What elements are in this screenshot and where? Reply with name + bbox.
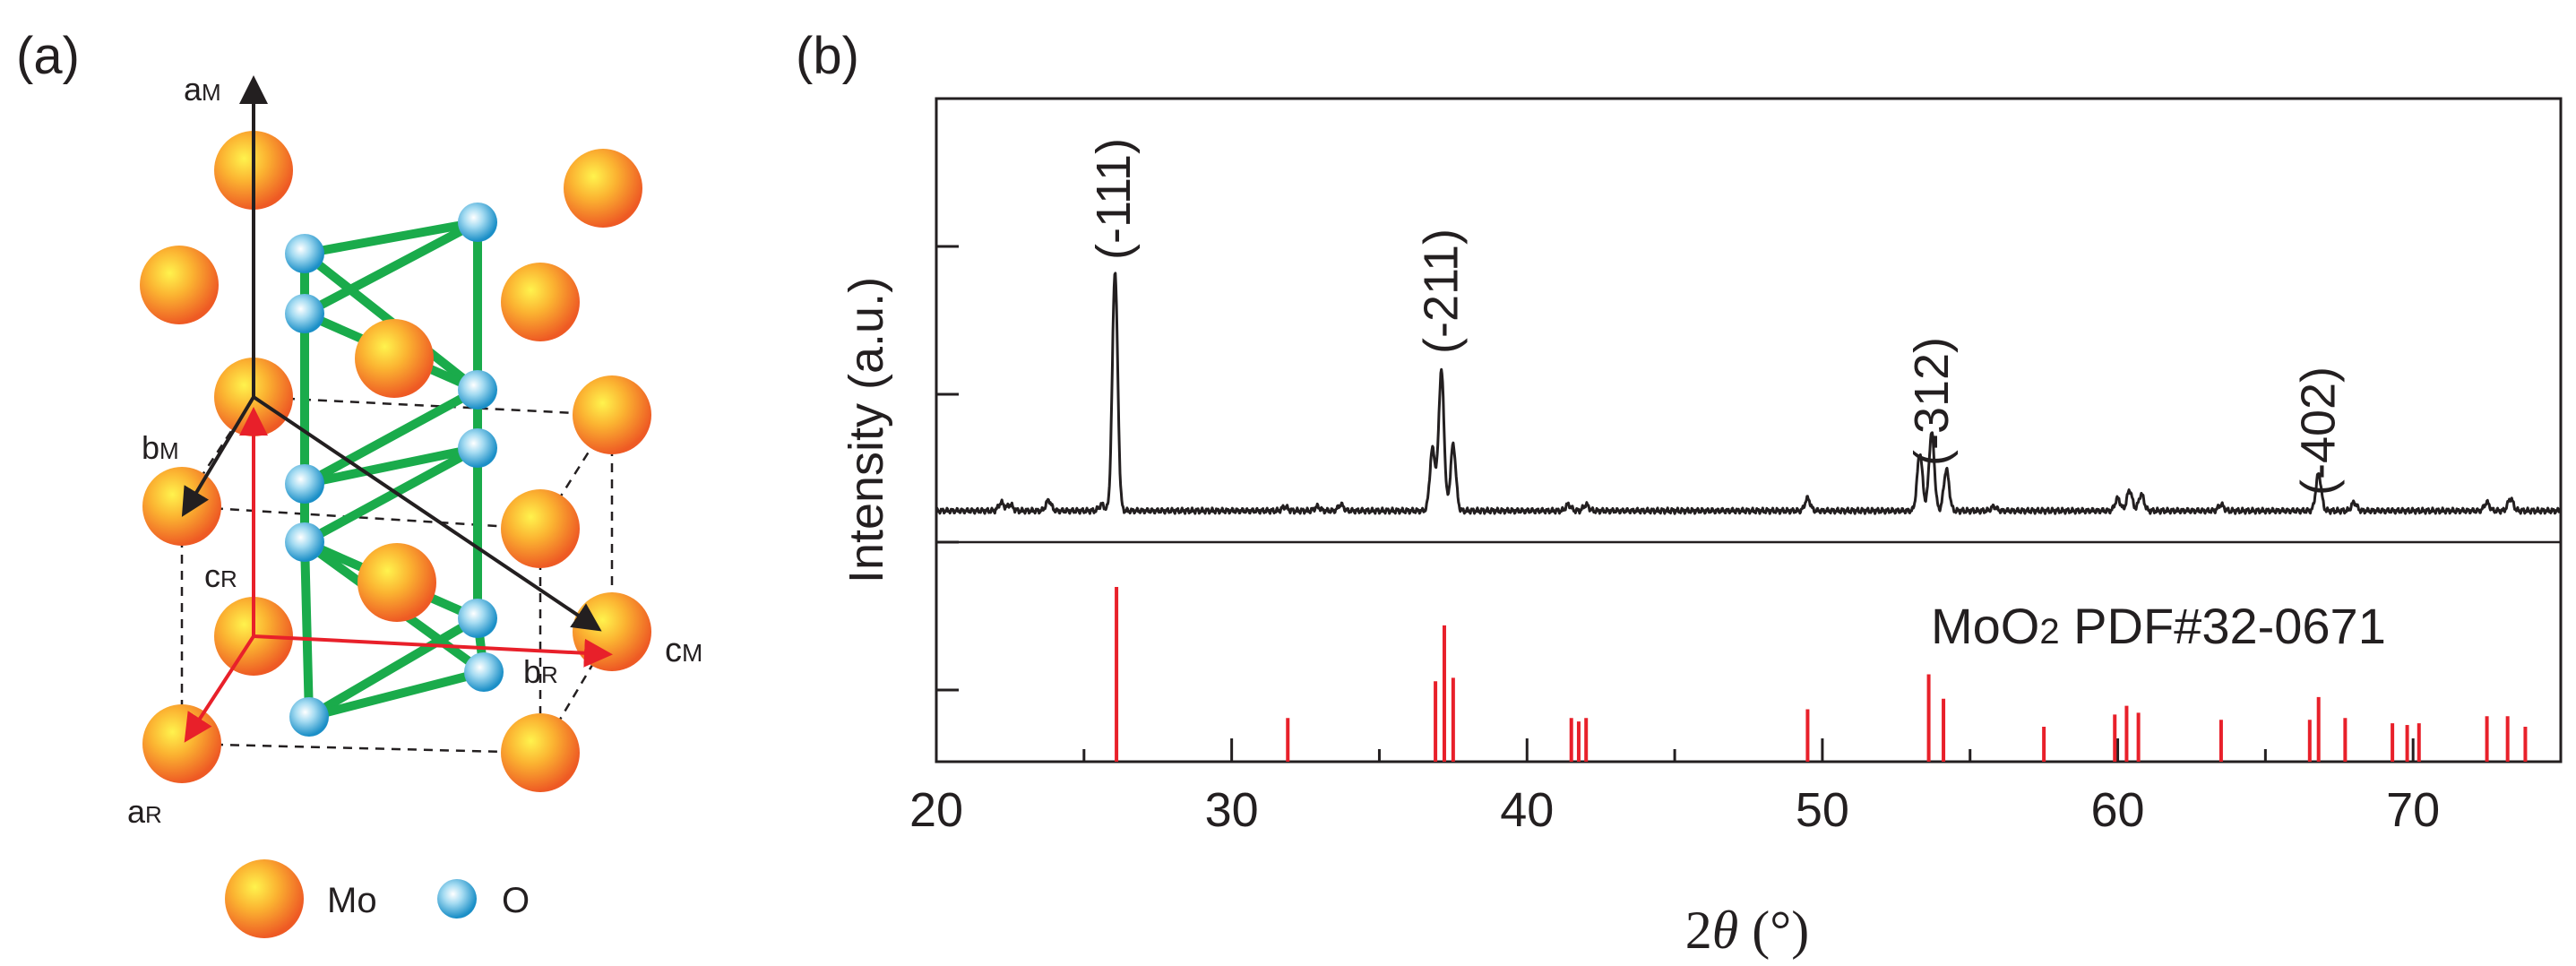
cm-axis-arrow <box>252 395 602 632</box>
o-atom <box>458 203 497 242</box>
y-axis-label: Intensity (a.u.) <box>840 277 893 583</box>
mo-atom <box>358 543 436 622</box>
mo-atom <box>501 263 580 341</box>
mo-atom <box>142 467 221 546</box>
ar-label: aR <box>127 793 162 830</box>
peak-annotation: (-402) <box>2292 367 2346 496</box>
o-atom <box>458 599 497 638</box>
reference-label: MoO2 PDF#32-0671 <box>1931 598 2386 654</box>
br-axis-arrow <box>253 634 613 668</box>
mo-atom <box>564 149 642 228</box>
o-legend-label: O <box>502 881 530 920</box>
mo-atom <box>573 375 651 454</box>
reference-sticks <box>1115 587 2528 762</box>
o-atom <box>285 294 324 333</box>
axis-labels: aM bM cR bR cM aR <box>127 71 702 830</box>
am-label: aM <box>184 71 221 108</box>
panel-a-label: (a) <box>16 27 80 85</box>
peak-annotation: (-211) <box>1415 229 1469 354</box>
panel-a: (a) <box>16 27 702 938</box>
x-tick-label: 50 <box>1796 783 1849 837</box>
mo-atom <box>355 319 434 398</box>
mo-legend-label: Mo <box>327 881 377 920</box>
x-tick-label: 40 <box>1500 783 1554 837</box>
bm-label: bM <box>142 429 179 466</box>
cr-label: cR <box>204 557 237 594</box>
panel-b: (b) 20 30 40 50 60 70 (-111) (-211) (-312) (-402… <box>796 27 2563 960</box>
rutile-axes <box>184 407 613 743</box>
mo-atom <box>142 704 221 783</box>
cm-label: cM <box>665 632 702 669</box>
plot-frame <box>935 97 2563 763</box>
x-axis-ticks <box>935 738 2415 762</box>
o-atom <box>285 522 324 562</box>
x-tick-label: 30 <box>1205 783 1259 837</box>
o-atom <box>458 428 497 468</box>
x-axis-label: 2θ (°) <box>1685 901 1809 960</box>
o-atom <box>464 652 504 692</box>
o-atoms <box>285 203 504 737</box>
peak-annotations: (-111) (-211) (-312) (-402) <box>1087 138 2346 496</box>
x-axis-tick-labels: 20 30 40 50 60 70 <box>909 783 2440 837</box>
o-atom <box>285 234 324 273</box>
o-atom <box>458 370 497 410</box>
mo-atom <box>501 713 580 792</box>
mo-atom <box>501 489 580 568</box>
o-atom <box>289 697 329 737</box>
xrd-pattern-line <box>935 272 2563 515</box>
o-atom <box>285 464 324 504</box>
peak-annotation: (-312) <box>1905 337 1959 466</box>
peak-annotation: (-111) <box>1087 138 1141 260</box>
mo-legend-marker <box>225 859 304 938</box>
br-label: bR <box>523 653 558 690</box>
atom-legend: Mo O <box>225 859 530 938</box>
y-tick-marks <box>936 245 959 692</box>
x-tick-label: 60 <box>2091 783 2145 837</box>
x-tick-label: 20 <box>909 783 963 837</box>
o-legend-marker <box>437 879 477 919</box>
mo-atom <box>573 592 651 671</box>
ar-axis-arrow <box>184 634 255 743</box>
x-tick-label: 70 <box>2386 783 2440 837</box>
mo-atom <box>140 246 219 324</box>
panel-b-label: (b) <box>796 27 859 85</box>
